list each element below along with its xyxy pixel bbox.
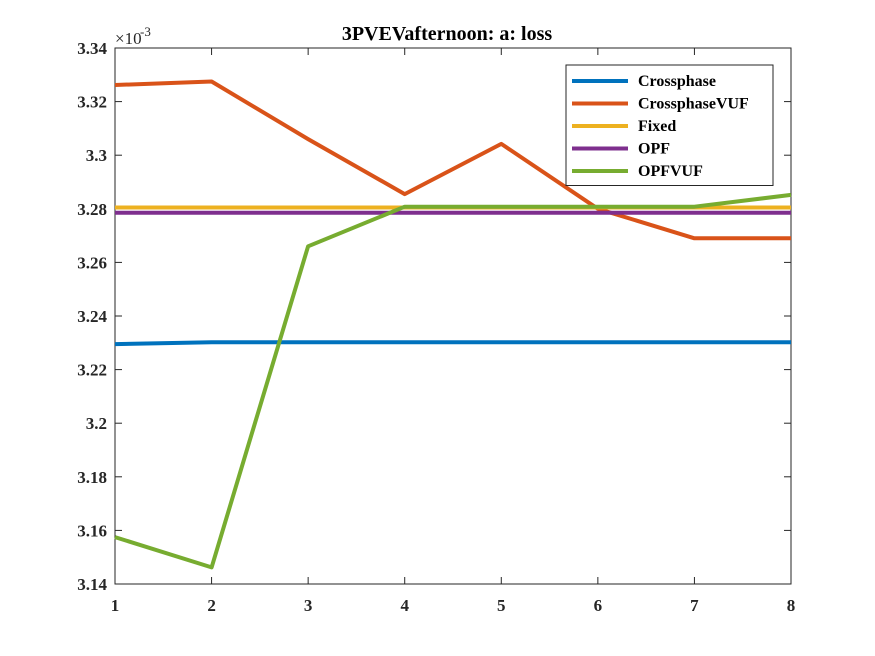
y-tick-label: 3.26: [77, 253, 107, 272]
x-tick-label: 4: [400, 596, 409, 615]
legend-label: OPF: [638, 141, 670, 158]
x-tick-label: 6: [594, 596, 603, 615]
y-tick-label: 3.14: [77, 575, 107, 594]
legend-label: Crossphase: [638, 73, 716, 90]
series-line-crossphase: [114, 340, 791, 347]
y-tick-label: 3.32: [77, 93, 107, 112]
y-tick-label: 3.22: [77, 361, 107, 380]
y-exponent-power: -3: [140, 24, 151, 39]
legend-label: OPFVUF: [638, 163, 703, 180]
legend: Crossphase CrossphaseVUF Fixed OPF OPFVUF: [565, 64, 774, 186]
y-tick-label: 3.24: [77, 307, 107, 326]
series-line-opfvuf: [114, 192, 792, 570]
y-exponent-base: ×10: [115, 29, 142, 48]
y-tick-label: 3.2: [86, 414, 107, 433]
plot-area: 1 2 3 4 5 6 7 8 3.14 3.16 3.18 3.2 3.22 3.24 3.26 3.28 3…: [77, 39, 795, 615]
y-tick-label: 3.34: [77, 39, 107, 58]
x-tick-label: 3: [304, 596, 313, 615]
chart-title: 3PVEVafternoon: a: loss: [342, 23, 553, 45]
y-tick-label: 3.3: [86, 146, 107, 165]
y-tick-label: 3.16: [77, 521, 107, 540]
y-exponent: ×10 -3: [115, 24, 151, 48]
x-tick-label: 5: [497, 596, 506, 615]
series-line-crossphasevuf: [114, 79, 791, 241]
legend-label: Fixed: [638, 118, 676, 135]
x-tick-label: 1: [111, 596, 120, 615]
y-tick-label: 3.18: [77, 468, 107, 487]
x-tick-label: 7: [690, 596, 699, 615]
legend-label: CrossphaseVUF: [638, 96, 749, 113]
x-tick-label: 2: [207, 596, 216, 615]
y-tick-label: 3.28: [77, 200, 107, 219]
x-tick-label: 8: [787, 596, 796, 615]
